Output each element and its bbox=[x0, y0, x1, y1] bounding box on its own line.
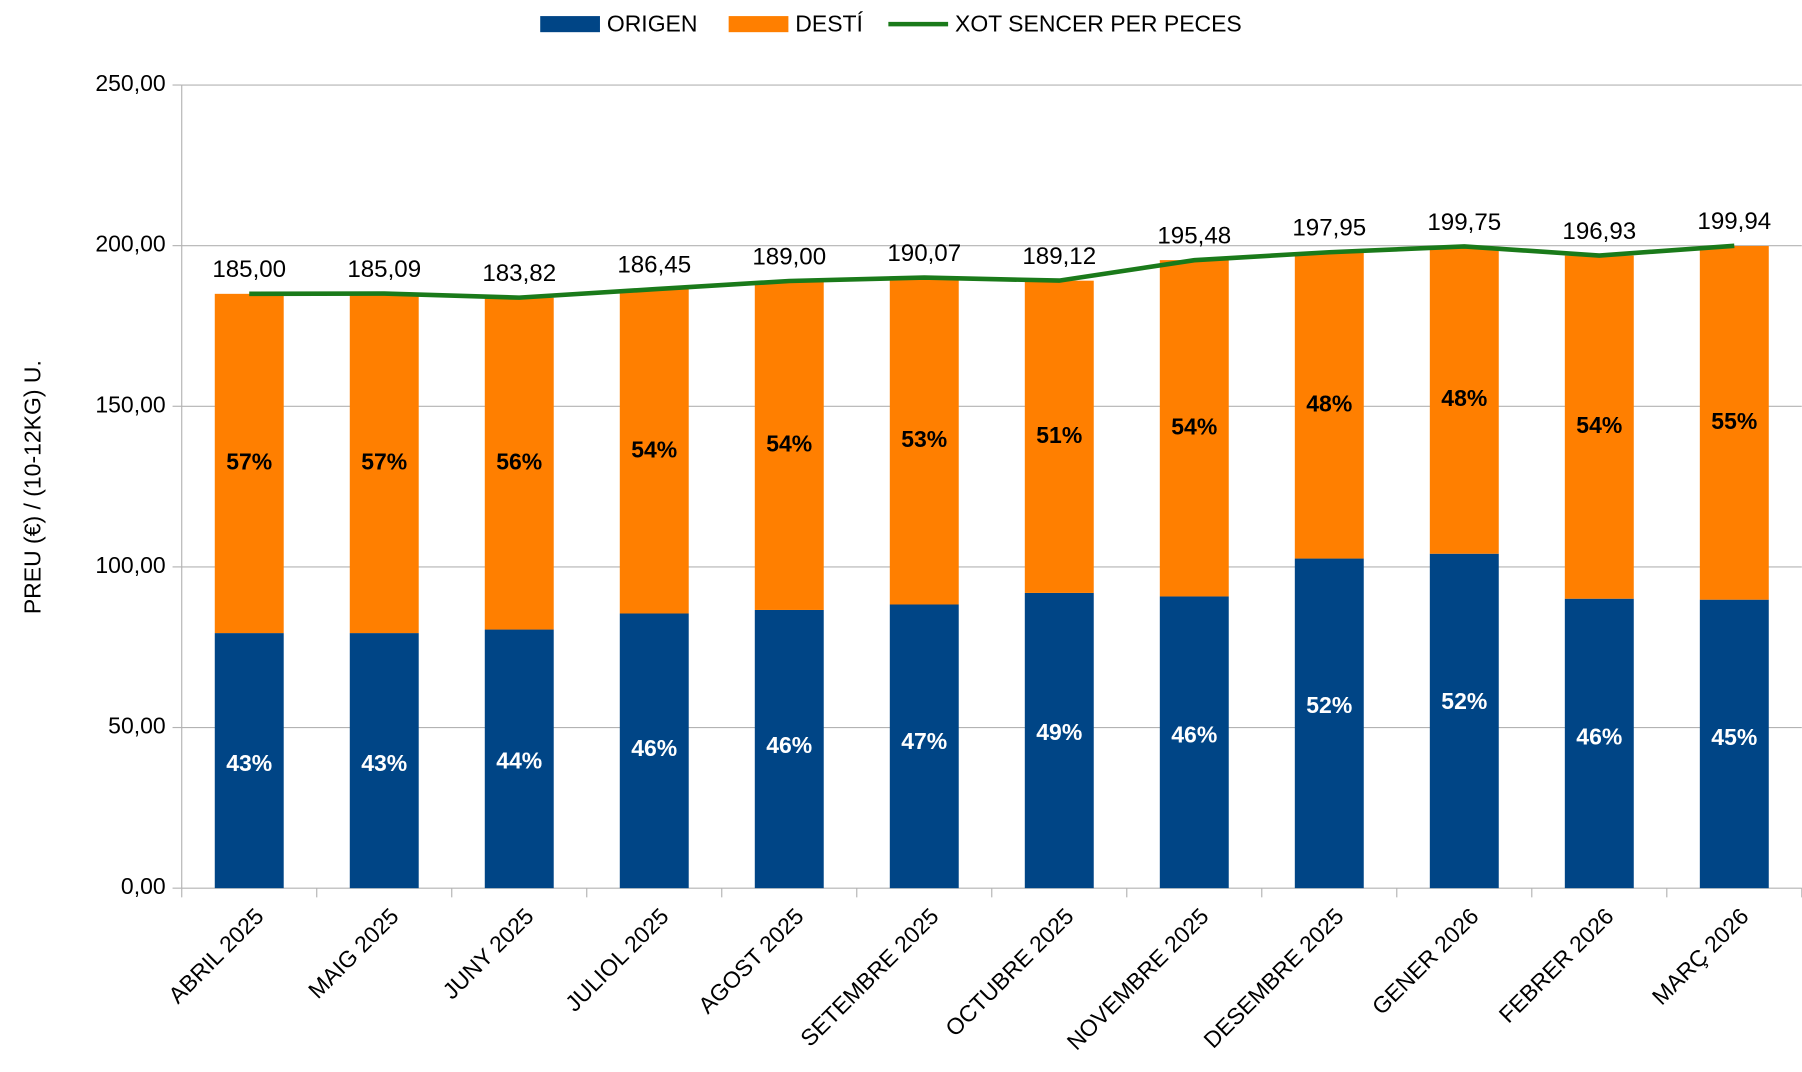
bar-segment bbox=[619, 613, 689, 889]
share-label: 54% bbox=[766, 431, 812, 457]
bar-segment bbox=[1564, 255, 1634, 599]
value-label: 186,45 bbox=[617, 252, 691, 279]
x-tick-label: MAIG 2025 bbox=[303, 903, 404, 1004]
bar-segment bbox=[1564, 598, 1634, 889]
y-axis-label: PREU (€) / (10-12KG) U. bbox=[20, 360, 46, 614]
bar-segment bbox=[214, 293, 284, 634]
legend-label: XOT SENCER PER PECES bbox=[955, 10, 1242, 36]
share-label: 57% bbox=[361, 448, 407, 474]
share-label: 48% bbox=[1306, 390, 1352, 416]
bar-segment bbox=[349, 633, 419, 889]
bar-segment bbox=[1429, 246, 1499, 554]
x-tick-label: AGOST 2025 bbox=[693, 903, 809, 1019]
x-tick-label: JUNY 2025 bbox=[437, 903, 538, 1004]
share-label: 45% bbox=[1711, 724, 1757, 750]
value-label: 185,09 bbox=[347, 256, 421, 283]
share-label: 49% bbox=[1036, 719, 1082, 745]
share-label: 48% bbox=[1441, 385, 1487, 411]
bar-segment bbox=[1294, 558, 1364, 889]
value-label: 196,93 bbox=[1562, 218, 1636, 245]
x-tick-label: GENER 2026 bbox=[1367, 903, 1484, 1020]
bar-segment bbox=[1294, 252, 1364, 559]
share-label: 44% bbox=[496, 747, 542, 773]
y-tick-label: 250,00 bbox=[95, 70, 165, 96]
share-label: 54% bbox=[631, 436, 677, 462]
share-label: 51% bbox=[1036, 422, 1082, 448]
value-label: 199,94 bbox=[1697, 208, 1771, 235]
value-label: 183,82 bbox=[482, 260, 556, 287]
share-label: 46% bbox=[1576, 723, 1622, 749]
value-label: 189,12 bbox=[1022, 243, 1096, 270]
bar-segment bbox=[1699, 599, 1769, 889]
y-tick-label: 200,00 bbox=[95, 231, 165, 257]
legend-swatch bbox=[728, 16, 789, 33]
value-label: 185,00 bbox=[212, 256, 286, 283]
share-label: 46% bbox=[766, 732, 812, 758]
bar-segment bbox=[1159, 260, 1229, 597]
value-label: 197,95 bbox=[1292, 215, 1366, 242]
x-tick-label: SETEMBRE 2025 bbox=[795, 903, 943, 1051]
bar-segment bbox=[1159, 596, 1229, 889]
x-tick-label: JULIOL 2025 bbox=[560, 903, 673, 1016]
bar-segment bbox=[484, 629, 554, 889]
bar-segment bbox=[214, 633, 284, 889]
x-tick-label: MARÇ 2026 bbox=[1647, 903, 1754, 1010]
legend-label: DESTÍ bbox=[795, 10, 863, 36]
legend-swatch bbox=[540, 16, 600, 33]
line bbox=[249, 243, 1735, 300]
share-label: 56% bbox=[496, 449, 542, 475]
bar-segment bbox=[754, 280, 824, 610]
share-label: 53% bbox=[901, 426, 947, 452]
bar-segment bbox=[889, 277, 959, 605]
share-label: 57% bbox=[226, 449, 272, 475]
value-label: 189,00 bbox=[752, 243, 826, 270]
share-label: 54% bbox=[1576, 412, 1622, 438]
bar-segment bbox=[484, 297, 554, 630]
share-label: 52% bbox=[1441, 688, 1487, 714]
value-label: 195,48 bbox=[1157, 223, 1231, 250]
bar-segment bbox=[1024, 280, 1094, 593]
y-tick-label: 150,00 bbox=[95, 391, 165, 417]
bar-segment bbox=[349, 293, 419, 634]
bar-segment bbox=[1429, 553, 1499, 889]
share-label: 46% bbox=[1171, 722, 1217, 748]
share-label: 43% bbox=[226, 750, 272, 776]
bar-segment bbox=[889, 604, 959, 889]
bar-segment bbox=[1699, 245, 1769, 600]
x-tick-label: NOVEMBRE 2025 bbox=[1062, 903, 1214, 1055]
share-label: 43% bbox=[361, 750, 407, 776]
legend-label: ORIGEN bbox=[607, 10, 698, 36]
x-tick-label: ABRIL 2025 bbox=[163, 903, 268, 1008]
share-label: 46% bbox=[631, 735, 677, 761]
x-tick-label: DESEMBRE 2025 bbox=[1198, 903, 1348, 1053]
share-label: 54% bbox=[1171, 413, 1217, 439]
bar-segment bbox=[754, 609, 824, 889]
x-tick-label: FEBRER 2026 bbox=[1494, 903, 1619, 1028]
share-label: 52% bbox=[1306, 692, 1352, 718]
y-tick-label: 50,00 bbox=[108, 713, 165, 739]
x-tick-label: OCTUBRE 2025 bbox=[940, 903, 1078, 1041]
bar-segment bbox=[1024, 592, 1094, 889]
share-label: 55% bbox=[1711, 408, 1757, 434]
value-label: 199,75 bbox=[1427, 209, 1501, 236]
bar-segment bbox=[619, 289, 689, 614]
share-label: 47% bbox=[901, 728, 947, 754]
value-label: 190,07 bbox=[887, 240, 961, 267]
y-tick-label: 100,00 bbox=[95, 552, 165, 578]
y-tick-label: 0,00 bbox=[121, 873, 166, 899]
